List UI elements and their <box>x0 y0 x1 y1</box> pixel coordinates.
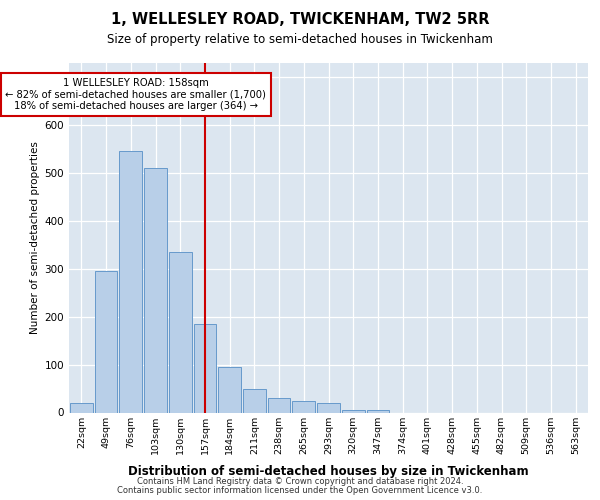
Bar <box>169 252 191 412</box>
Text: Contains HM Land Registry data © Crown copyright and database right 2024.: Contains HM Land Registry data © Crown c… <box>137 478 463 486</box>
Bar <box>317 403 340 412</box>
Text: Contains public sector information licensed under the Open Government Licence v3: Contains public sector information licen… <box>118 486 482 495</box>
Bar <box>70 403 93 412</box>
Text: 1, WELLESLEY ROAD, TWICKENHAM, TW2 5RR: 1, WELLESLEY ROAD, TWICKENHAM, TW2 5RR <box>111 12 489 28</box>
Bar <box>268 398 290 412</box>
Y-axis label: Number of semi-detached properties: Number of semi-detached properties <box>31 141 40 334</box>
Bar <box>367 410 389 412</box>
Bar <box>342 410 365 412</box>
X-axis label: Distribution of semi-detached houses by size in Twickenham: Distribution of semi-detached houses by … <box>128 465 529 478</box>
Text: Size of property relative to semi-detached houses in Twickenham: Size of property relative to semi-detach… <box>107 32 493 46</box>
Bar <box>243 390 266 412</box>
Bar <box>194 324 216 412</box>
Bar <box>119 151 142 412</box>
Bar <box>218 367 241 412</box>
Bar <box>95 271 118 412</box>
Bar <box>144 168 167 412</box>
Text: 1 WELLESLEY ROAD: 158sqm
← 82% of semi-detached houses are smaller (1,700)
18% o: 1 WELLESLEY ROAD: 158sqm ← 82% of semi-d… <box>5 78 266 111</box>
Bar <box>292 400 315 412</box>
